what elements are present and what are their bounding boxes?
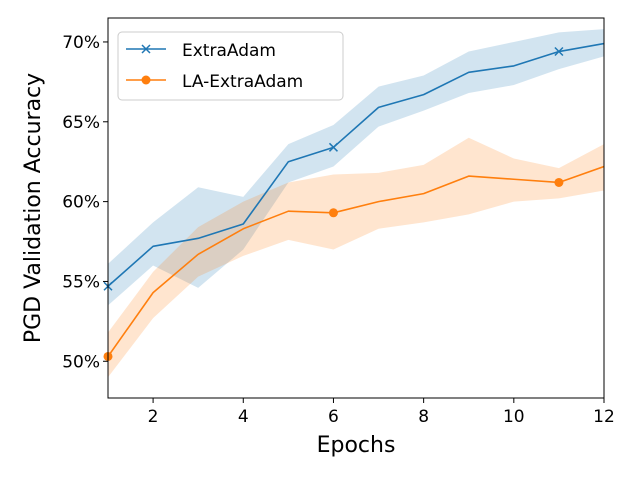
legend-marker-extraadam: [141, 44, 151, 54]
x-tick-label: 2: [148, 407, 159, 427]
legend-marker-symbol: [141, 44, 151, 54]
marker-la-extraadam: [328, 208, 338, 218]
marker-extraadam: [554, 46, 564, 57]
x-tick-label: 4: [238, 407, 249, 427]
series-lines: [108, 42, 604, 357]
legend-marker-symbol: [141, 75, 151, 85]
band-la-extraadam: [108, 137, 604, 378]
series-markers: [103, 46, 564, 361]
legend-label-extraadam: ExtraAdam: [182, 41, 276, 61]
y-tick-label: 60%: [62, 193, 100, 213]
x-axis-ticks: 2 4 6 8 10 12: [148, 398, 615, 427]
x-axis-label: Epochs: [317, 433, 396, 458]
legend-label-la-extraadam: LA-ExtraAdam: [182, 72, 303, 92]
y-tick-label: 50%: [62, 352, 100, 372]
x-tick-label: 12: [593, 407, 615, 427]
legend: ExtraAdam LA-ExtraAdam: [117, 31, 344, 101]
y-tick-label: 65%: [62, 113, 100, 133]
x-tick-label: 10: [503, 407, 525, 427]
y-tick-label: 70%: [62, 33, 100, 53]
x-tick-label: 8: [418, 407, 429, 427]
y-axis-ticks: 50% 55% 60% 65% 70%: [62, 33, 108, 372]
confidence-bands: [108, 29, 604, 378]
y-tick-label: 55%: [62, 272, 100, 292]
marker-extraadam: [328, 142, 338, 152]
y-axis-label: PGD Validation Accuracy: [21, 73, 46, 343]
line-extraadam: [108, 42, 604, 287]
marker-la-extraadam: [554, 177, 564, 187]
x-tick-label: 6: [328, 407, 339, 427]
plot-frame: [107, 17, 605, 399]
legend-marker-la-extraadam: [141, 75, 151, 85]
band-extraadam: [108, 29, 604, 306]
line-la-extraadam: [108, 165, 604, 357]
legend-box: [117, 31, 344, 101]
